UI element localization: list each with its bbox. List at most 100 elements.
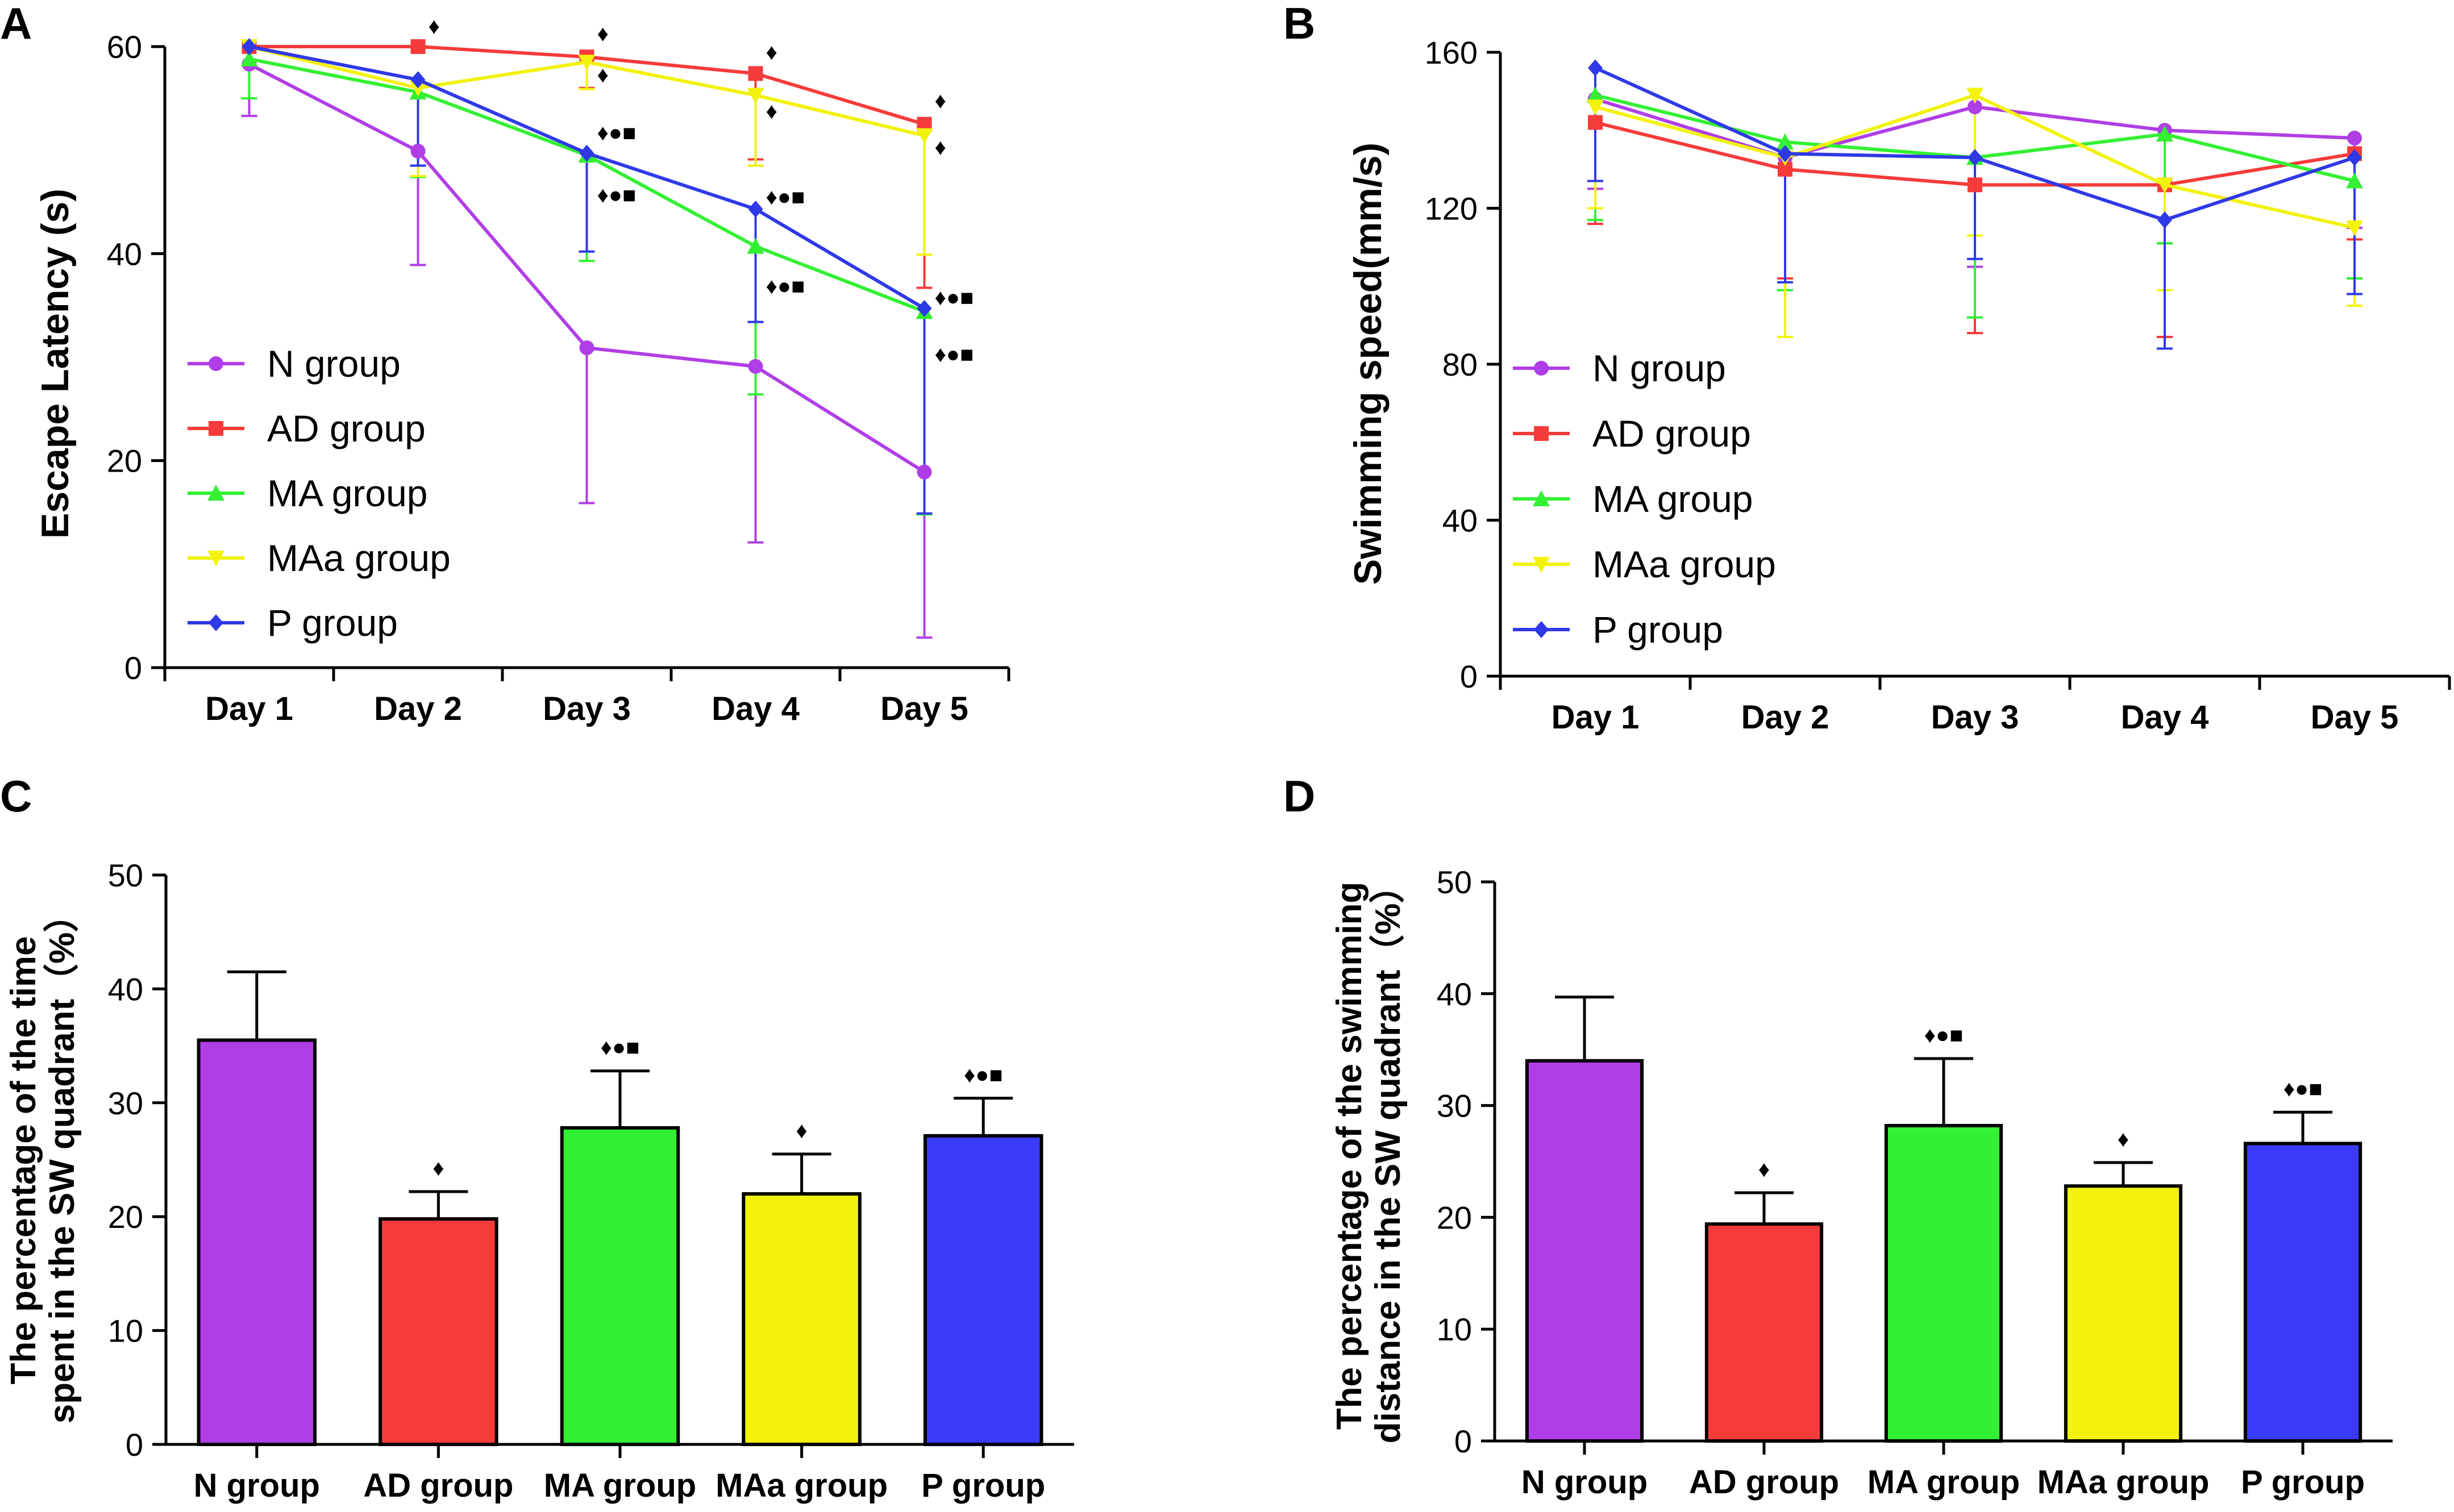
x-tick-label: Day 2	[374, 690, 462, 727]
significance-mark: ♦●■	[2284, 1076, 2323, 1101]
y-axis-title-line-2: spent in the SW quadrant（%）	[42, 897, 82, 1424]
data-point	[748, 66, 763, 81]
y-tick-label: 120	[1425, 191, 1478, 227]
legend-swatch-marker	[1534, 361, 1549, 376]
bar	[1884, 1124, 2003, 1443]
x-tick-label: Day 1	[205, 690, 293, 727]
panel-c: C The percentage of the time spent in th…	[0, 771, 1074, 1504]
data-point	[579, 144, 594, 162]
x-tick-label: N group	[194, 1467, 320, 1504]
data-point	[1968, 177, 1982, 193]
significance-mark: ♦	[2118, 1127, 2129, 1152]
x-tick-label: MAa group	[2037, 1464, 2210, 1501]
legend-label: AD group	[267, 407, 426, 449]
y-axis-title-line-1: The percentage of the swimming	[1330, 882, 1369, 1430]
legend-swatch-marker	[1533, 490, 1550, 506]
y-axis-title-line-1: The percentage of the time	[4, 936, 43, 1385]
legend-label: P group	[267, 602, 398, 644]
significance-mark: ♦	[766, 99, 777, 124]
legend-label: MA group	[267, 472, 428, 514]
panel-label: D	[1283, 771, 1315, 821]
legend-label: MAa group	[267, 537, 451, 579]
data-point	[409, 80, 427, 97]
bar	[2064, 1184, 2183, 1443]
x-tick-label: Day 5	[2311, 699, 2399, 736]
x-tick-label: Day 4	[2121, 699, 2209, 736]
panel-a: A Escape Latency (s) 0 20 40 60 Day 1 Day 2 Da…	[0, 0, 1010, 727]
bar	[1704, 1222, 1824, 1443]
data-point	[2346, 220, 2363, 236]
y-tick-label: 80	[1442, 347, 1478, 382]
significance-mark: ♦	[766, 40, 777, 65]
x-tick-label: MAa group	[716, 1467, 888, 1504]
significance-mark: ♦●■	[766, 274, 805, 299]
data-point	[748, 201, 763, 218]
panel-label: A	[0, 0, 32, 48]
y-tick-label: 10	[1437, 1311, 1472, 1347]
data-point	[1778, 145, 1792, 163]
data-point	[410, 71, 426, 89]
data-point	[917, 464, 932, 480]
legend-label: AD group	[1592, 413, 1751, 455]
data-point	[1588, 59, 1603, 77]
significance-mark: ♦●■	[935, 285, 974, 310]
y-tick-label: 40	[107, 236, 142, 272]
significance-mark: ♦●■	[601, 1035, 640, 1060]
data-point	[747, 88, 764, 104]
y-tick-label: 0	[126, 1427, 143, 1463]
data-point	[242, 38, 257, 55]
significance-mark: ♦●■	[935, 342, 974, 367]
y-axis-title: Escape Latency (s)	[34, 189, 77, 539]
legend-label: MA group	[1592, 478, 1753, 520]
x-tick-label: AD group	[363, 1467, 513, 1504]
panel-label: C	[0, 771, 32, 821]
x-tick-label: Day 5	[880, 690, 968, 727]
y-tick-label: 0	[124, 650, 142, 686]
y-tick-label: 20	[108, 1199, 143, 1235]
legend-swatch-marker	[207, 551, 224, 567]
legend-swatch-marker	[209, 421, 223, 436]
significance-mark: ♦	[597, 21, 609, 46]
legend-swatch-marker	[209, 356, 223, 371]
x-tick-label: MA group	[1867, 1464, 2020, 1501]
legend-swatch-marker	[1534, 426, 1549, 441]
y-tick-label: 50	[1437, 864, 1472, 900]
x-tick-label: Day 3	[543, 690, 631, 727]
data-point	[410, 143, 426, 159]
y-axis-title-line-2: distance in the SW quadrant（%）	[1368, 868, 1408, 1444]
data-point	[240, 50, 258, 66]
data-point	[917, 299, 932, 317]
x-tick-label: P group	[2241, 1464, 2365, 1501]
y-tick-label: 40	[108, 971, 143, 1007]
legend-swatch-marker	[207, 485, 224, 501]
y-tick-label: 40	[1437, 976, 1472, 1012]
data-point	[748, 359, 763, 374]
data-point	[2156, 126, 2173, 142]
significance-mark: ♦●■	[766, 185, 805, 210]
data-point	[1588, 115, 1603, 130]
data-point	[1968, 99, 1982, 115]
x-tick-label: Day 4	[712, 690, 800, 727]
data-point	[747, 238, 764, 254]
significance-mark: ♦●■	[597, 182, 637, 207]
data-point	[1587, 99, 1604, 116]
significance-mark: ♦●■	[1924, 1023, 1964, 1048]
data-point	[579, 340, 594, 356]
data-point	[2347, 149, 2362, 166]
significance-mark: ♦	[935, 89, 946, 114]
panel-label: B	[1283, 0, 1315, 48]
significance-mark: ♦●■	[964, 1063, 1003, 1088]
significance-mark: ♦	[935, 135, 946, 160]
panel-b: B Swimming speed(mm/s) 0 40 80 120 160 Day 1 D…	[1283, 0, 2451, 736]
bar	[2243, 1142, 2363, 1443]
y-tick-label: 60	[107, 29, 142, 65]
x-tick-label: P group	[921, 1467, 1045, 1504]
bar	[923, 1134, 1043, 1446]
data-point	[410, 39, 426, 54]
significance-mark: ♦	[796, 1118, 807, 1143]
significance-mark: ♦●■	[597, 120, 637, 145]
bar	[742, 1192, 862, 1447]
bar	[560, 1126, 680, 1446]
y-tick-label: 30	[108, 1085, 143, 1121]
